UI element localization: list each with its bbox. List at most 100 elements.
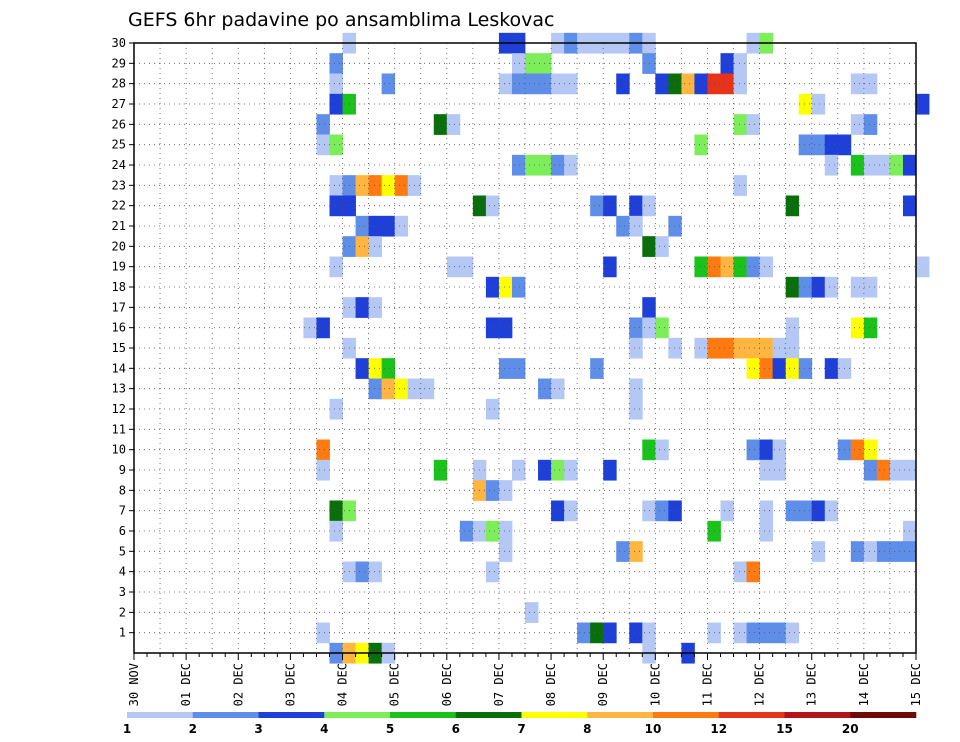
heatmap-cells: [303, 32, 930, 664]
heatmap-cell: [876, 541, 891, 562]
heatmap-cell: [316, 459, 330, 481]
heatmap-cell: [694, 256, 708, 278]
heatmap-cell: [485, 561, 500, 583]
colorbar-swatch: [258, 712, 325, 718]
heatmap-cell: [785, 358, 800, 379]
x-tick-label: 08 DEC: [544, 663, 558, 706]
y-tick-label: 26: [112, 117, 126, 131]
heatmap-cell: [720, 500, 734, 522]
heatmap-cell: [811, 500, 826, 522]
heatmap-cell: [863, 541, 878, 562]
heatmap-cell: [316, 622, 330, 644]
heatmap-cell: [889, 541, 904, 562]
heatmap-cell: [394, 215, 409, 237]
colorbar-label: 7: [517, 722, 525, 736]
heatmap-cell: [655, 439, 669, 461]
heatmap-cell: [655, 236, 669, 257]
heatmap-cell: [394, 175, 409, 196]
y-tick-label: 29: [112, 56, 126, 70]
colorbar-label: 8: [583, 722, 591, 736]
heatmap-cell: [577, 622, 591, 644]
y-tick-label: 25: [112, 138, 126, 152]
colorbar-label: 1: [123, 722, 131, 736]
heatmap-cell: [381, 73, 396, 95]
heatmap-cell: [759, 500, 774, 522]
heatmap-cell: [694, 73, 708, 95]
heatmap-cell: [629, 398, 643, 420]
heatmap-cell: [733, 622, 747, 644]
heatmap-cell: [720, 73, 734, 95]
heatmap-cell: [459, 256, 474, 278]
heatmap-cell: [759, 439, 774, 461]
colorbar-label: 12: [710, 722, 727, 736]
heatmap-cell: [694, 134, 708, 156]
x-tick-label: 04 DEC: [336, 663, 350, 706]
heatmap-cell: [616, 541, 630, 562]
heatmap-cell: [329, 73, 343, 95]
heatmap-cell: [863, 154, 878, 176]
heatmap-cell: [811, 93, 826, 115]
heatmap-cell: [876, 154, 891, 176]
heatmap-cell: [811, 541, 826, 562]
heatmap-cell: [759, 622, 774, 644]
heatmap-cell: [498, 276, 513, 298]
colorbar-swatch: [390, 712, 457, 718]
y-tick-label: 28: [112, 77, 126, 91]
x-tick-label: 30 NOV: [127, 663, 141, 706]
heatmap-cell: [355, 297, 369, 318]
heatmap-cell: [850, 317, 865, 339]
heatmap-cell: [798, 134, 813, 156]
heatmap-cell: [616, 215, 630, 237]
heatmap-cell: [511, 459, 526, 481]
heatmap-cell: [785, 317, 800, 339]
heatmap-cell: [916, 256, 930, 278]
heatmap-cell: [824, 134, 839, 156]
heatmap-cell: [824, 500, 839, 522]
colorbar-label: 6: [452, 722, 460, 736]
heatmap-cell: [368, 358, 383, 379]
colorbar-swatch: [455, 712, 522, 718]
heatmap-cell: [889, 154, 904, 176]
x-axis: 30 NOV 01 DEC 02 DEC 03 DEC 04 DEC 05 DEC 06 D…: [127, 653, 923, 706]
y-tick-label: 18: [112, 280, 126, 294]
heatmap-cell: [498, 358, 513, 379]
heatmap-cell: [329, 256, 343, 278]
heatmap-cell: [811, 134, 826, 156]
y-tick-label: 5: [119, 544, 126, 558]
heatmap-cell: [824, 154, 839, 176]
heatmap-cell: [433, 459, 448, 481]
y-tick-label: 14: [112, 361, 126, 375]
heatmap-cell: [394, 378, 409, 400]
heatmap-cell: [681, 73, 695, 95]
y-tick-label: 2: [119, 605, 126, 619]
colorbar-swatch: [192, 712, 259, 718]
colorbar-swatch: [127, 712, 194, 718]
heatmap-cell: [655, 500, 669, 522]
x-tick-label: 05 DEC: [388, 663, 402, 706]
heatmap-cell: [668, 73, 682, 95]
heatmap-cell: [629, 378, 643, 400]
heatmap-cell: [316, 114, 330, 135]
heatmap-cell: [551, 459, 565, 481]
x-tick-label: 10 DEC: [648, 663, 662, 706]
heatmap-cell: [759, 520, 774, 542]
heatmap-cell: [850, 439, 865, 461]
heatmap-cell: [759, 459, 774, 481]
colorbar-label: 2: [189, 722, 197, 736]
heatmap-cell: [381, 358, 396, 379]
colorbar-label: 20: [842, 722, 859, 736]
y-tick-label: 1: [119, 626, 126, 640]
heatmap-cell: [746, 622, 760, 644]
colorbar-swatch: [718, 712, 785, 718]
x-tick-label: 13 DEC: [805, 663, 819, 706]
colorbar-swatch: [587, 712, 654, 718]
colorbar-swatch: [850, 712, 917, 718]
heatmap-cell: [876, 459, 891, 481]
heatmap-cell: [720, 256, 734, 278]
heatmap-cell: [316, 134, 330, 156]
heatmap-cell: [850, 154, 865, 176]
heatmap-cell: [564, 154, 578, 176]
heatmap-cell: [785, 276, 800, 298]
y-tick-label: 7: [119, 504, 126, 518]
heatmap-cell: [668, 337, 682, 359]
